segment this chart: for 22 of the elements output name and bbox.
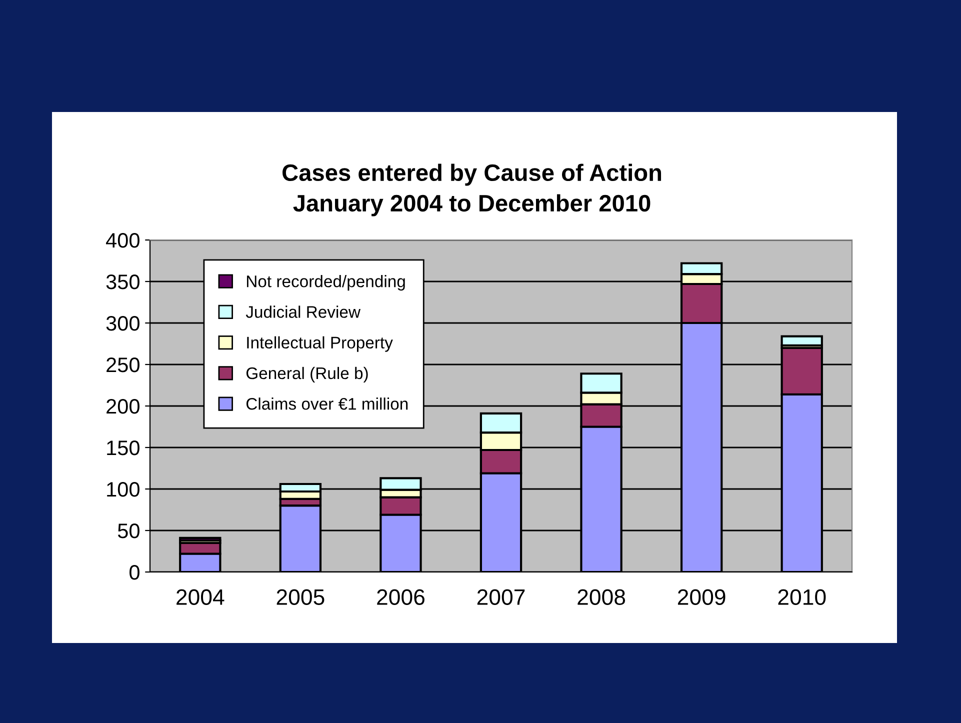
x-tick-label: 2004 [176, 589, 224, 605]
legend-label: General (Rule b) [246, 366, 368, 382]
y-tick-label: 50 [118, 524, 140, 538]
chart-title: Cases entered by Cause of Action January 2004 to December 2010 [282, 164, 662, 216]
y-tick-label: 200 [106, 399, 140, 414]
legend-label: Claims over €1 million [246, 398, 408, 410]
x-tick-label: 2009 [678, 589, 726, 605]
y-tick-label: 250 [106, 358, 140, 372]
legend-label: Not recorded/pending [246, 275, 405, 291]
x-tick-label: 2007 [477, 589, 525, 605]
legend-label: Intellectual Property [247, 336, 393, 352]
x-tick-label: 2010 [778, 589, 826, 605]
x-tick-label: 2005 [276, 589, 324, 605]
legend-label: Judicial Review [246, 306, 361, 318]
y-tick-label: 350 [106, 274, 140, 290]
x-tick-label: 2008 [578, 589, 626, 605]
y-tick-label: 0 [130, 565, 140, 580]
y-tick-label: 100 [107, 482, 140, 497]
y-tick-label: 400 [106, 233, 140, 248]
y-tick-label: 150 [107, 440, 140, 456]
y-tick-label: 300 [106, 316, 140, 331]
x-tick-label: 2006 [377, 589, 424, 605]
